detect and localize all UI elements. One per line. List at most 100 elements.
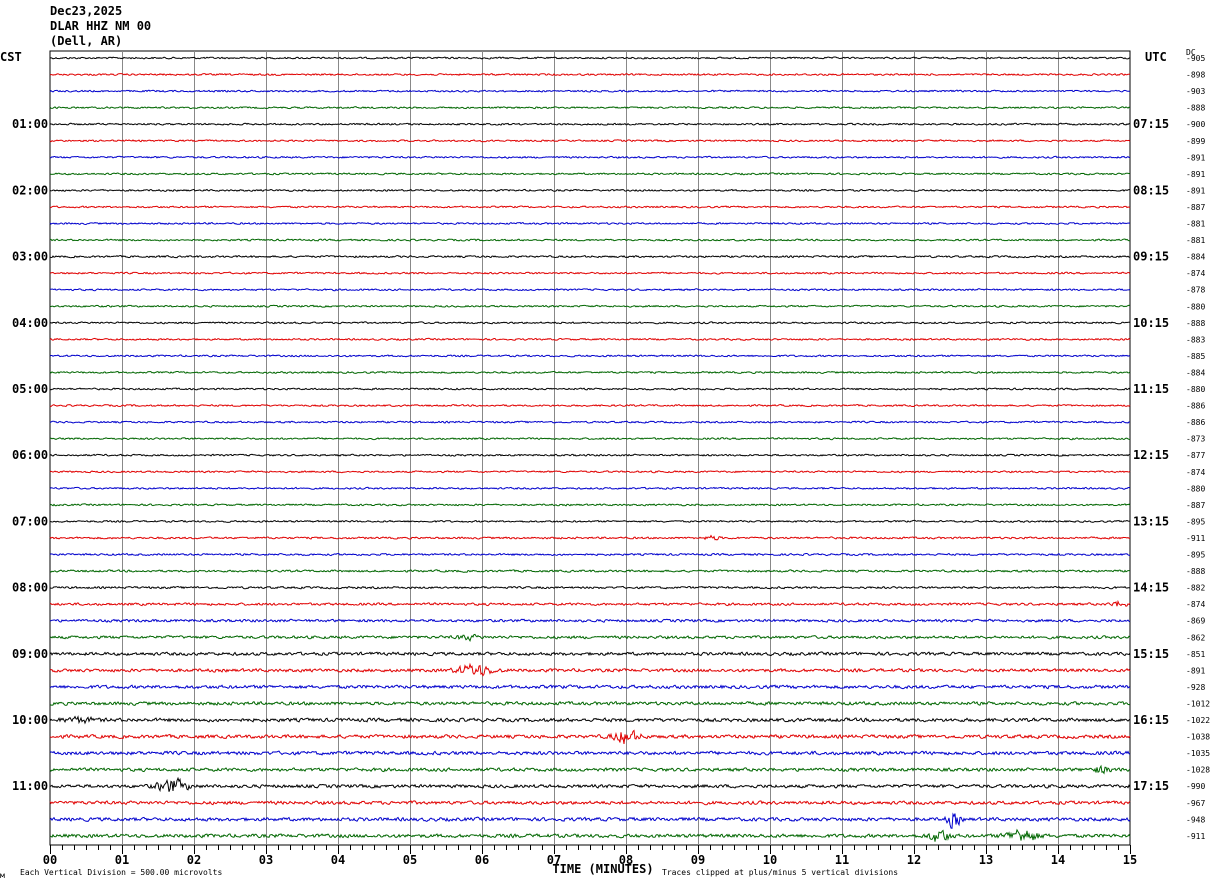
dc-value: -884 xyxy=(1186,253,1205,262)
corner-mark: м xyxy=(0,871,5,880)
dc-value: -880 xyxy=(1186,385,1205,394)
dc-value: -887 xyxy=(1186,203,1205,212)
dc-value: -880 xyxy=(1186,484,1205,493)
dc-value: -911 xyxy=(1186,832,1205,841)
utc-hour-label: 14:15 xyxy=(1133,581,1169,595)
cst-hour-label: 06:00 xyxy=(12,448,48,462)
trace-row xyxy=(49,420,1131,424)
cst-hour-label: 11:00 xyxy=(12,779,48,793)
traces xyxy=(49,56,1131,842)
x-tick-label: 08 xyxy=(619,853,633,867)
trace-row xyxy=(49,288,1131,292)
cst-hour-label: 01:00 xyxy=(12,117,48,131)
dc-value: -891 xyxy=(1186,170,1205,179)
dc-value: -881 xyxy=(1186,236,1205,245)
plot-frame xyxy=(49,50,1131,846)
trace-row xyxy=(49,387,1131,391)
cst-hour-label: 05:00 xyxy=(12,382,48,396)
trace-row xyxy=(49,534,1130,541)
x-tick-label: 02 xyxy=(187,853,201,867)
dc-value: -862 xyxy=(1186,633,1205,642)
trace-row xyxy=(49,304,1131,308)
dc-value: -899 xyxy=(1186,137,1205,146)
cst-hour-label: 09:00 xyxy=(12,647,48,661)
dc-value: -928 xyxy=(1186,683,1205,692)
dc-value: -874 xyxy=(1186,600,1205,609)
x-tick-label: 03 xyxy=(259,853,273,867)
x-tick-label: 01 xyxy=(115,853,129,867)
cst-hour-label: 03:00 xyxy=(12,250,48,264)
trace-row xyxy=(49,188,1130,192)
header-location: (Dell, AR) xyxy=(50,34,123,48)
dc-value: -905 xyxy=(1186,54,1205,63)
trace-row xyxy=(49,618,1131,623)
scale-note: Each Vertical Division = 500.00 microvol… xyxy=(20,868,222,877)
trace-row xyxy=(49,321,1131,325)
trace-row xyxy=(49,633,1131,642)
dc-value: -886 xyxy=(1186,418,1205,427)
x-axis-label: TIME (MINUTES) xyxy=(552,862,653,876)
trace-row xyxy=(49,828,1131,842)
trace-row xyxy=(49,205,1131,209)
dc-value: -1038 xyxy=(1186,733,1210,742)
trace-row xyxy=(49,56,1131,60)
trace-row xyxy=(49,254,1131,259)
trace-row xyxy=(49,337,1131,341)
dc-value: -891 xyxy=(1186,666,1205,675)
dc-value: -888 xyxy=(1186,567,1205,576)
trace-row xyxy=(49,172,1131,176)
dc-value: -883 xyxy=(1186,335,1205,344)
trace-row xyxy=(49,585,1131,590)
dc-value: -873 xyxy=(1186,435,1205,444)
dc-value: -885 xyxy=(1186,352,1205,361)
utc-hour-label: 09:15 xyxy=(1133,250,1169,264)
dc-value: -948 xyxy=(1186,815,1205,824)
utc-hour-label: 07:15 xyxy=(1133,117,1169,131)
dc-value: -888 xyxy=(1186,104,1205,113)
trace-row xyxy=(49,651,1131,657)
trace-row xyxy=(49,122,1131,126)
dc-value: -886 xyxy=(1186,402,1205,411)
header-date: Dec23,2025 xyxy=(50,4,123,18)
trace-row xyxy=(49,569,1130,573)
trace-row xyxy=(49,221,1131,226)
right-axis-title: UTC xyxy=(1145,50,1167,64)
cst-hour-label: 10:00 xyxy=(12,713,48,727)
trace-row xyxy=(49,139,1131,143)
trace-row xyxy=(49,776,1131,793)
dc-value: -891 xyxy=(1186,153,1205,162)
trace-row xyxy=(50,519,1131,523)
trace-row xyxy=(49,684,1131,690)
trace-row xyxy=(49,486,1131,490)
dc-value: -967 xyxy=(1186,799,1205,808)
trace-row xyxy=(49,354,1131,358)
x-tick-label: 09 xyxy=(691,853,705,867)
axis-labels: 00 01 02 03 04 05 06 07 08 09 10 11 12 13 14 15 -905 -898… xyxy=(12,54,1210,867)
x-tick-label: 14 xyxy=(1051,853,1065,867)
x-tick-label: 05 xyxy=(403,853,417,867)
trace-row xyxy=(49,271,1131,275)
x-tick-label: 07 xyxy=(547,853,561,867)
dc-value: -877 xyxy=(1186,451,1205,460)
dc-value: -874 xyxy=(1186,269,1205,278)
x-tick-label: 00 xyxy=(43,853,57,867)
dc-value: -869 xyxy=(1186,617,1205,626)
dc-value: -880 xyxy=(1186,302,1205,311)
utc-hour-label: 13:15 xyxy=(1133,514,1169,528)
dc-value: -990 xyxy=(1186,782,1205,791)
x-tick-label: 12 xyxy=(907,853,921,867)
trace-row xyxy=(49,89,1130,93)
trace-row xyxy=(49,155,1131,159)
utc-hour-label: 12:15 xyxy=(1133,448,1169,462)
trace-row xyxy=(49,729,1131,744)
cst-hour-label: 07:00 xyxy=(12,514,48,528)
trace-row xyxy=(49,800,1131,806)
trace-row xyxy=(49,662,1131,677)
utc-hour-label: 16:15 xyxy=(1133,713,1169,727)
dc-value: -851 xyxy=(1186,650,1205,659)
header-station: DLAR HHZ NM 00 xyxy=(50,19,152,33)
trace-row xyxy=(49,812,1131,829)
dc-value: -884 xyxy=(1186,368,1205,377)
dc-value: -1035 xyxy=(1186,749,1210,758)
